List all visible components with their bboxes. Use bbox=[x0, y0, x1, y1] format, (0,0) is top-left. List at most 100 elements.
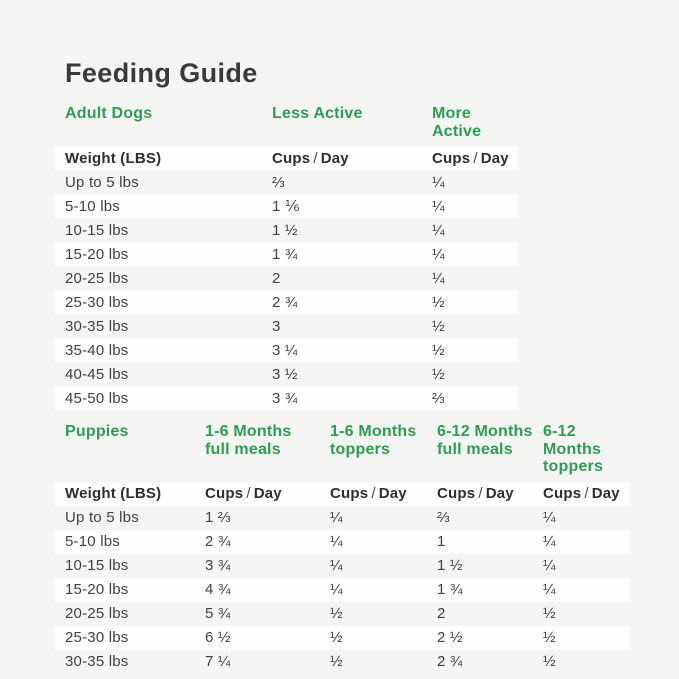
value-cell: 5 ¾ bbox=[205, 605, 231, 622]
cups-label: Cups bbox=[272, 149, 311, 167]
value-cell: 1 ¾ bbox=[437, 581, 463, 598]
value-cell: ½ bbox=[543, 653, 556, 670]
weight-cell: 25-30 lbs bbox=[65, 293, 129, 311]
day-label: Day bbox=[320, 149, 349, 167]
table-row: 5-10 lbs 2 ¾ ¼ 1 ¼ bbox=[55, 529, 630, 554]
value-cell: 1 bbox=[437, 533, 446, 550]
page-title: Feeding Guide bbox=[65, 58, 258, 88]
puppies-section-head: Puppies 1-6 Months full meals 1-6 Months top… bbox=[55, 423, 630, 476]
column-header-line2: toppers bbox=[330, 440, 391, 458]
value-cell: 7 ¼ bbox=[205, 653, 231, 670]
value-cell: ⅔ bbox=[437, 509, 450, 526]
table-row: 30-35 lbs 3 ½ bbox=[55, 314, 518, 338]
value-cell: ¼ bbox=[432, 173, 445, 191]
value-cell: ¼ bbox=[432, 269, 445, 287]
value-cell: ¼ bbox=[432, 245, 445, 263]
column-header-line1: Less Active bbox=[272, 105, 363, 122]
weight-cell: 45-50 lbs bbox=[65, 389, 129, 407]
weight-cell: 10-15 lbs bbox=[65, 221, 129, 239]
table-row: 15-20 lbs 4 ¾ ¼ 1 ¾ ¼ bbox=[55, 577, 630, 602]
value-cell: 2 ¾ bbox=[205, 533, 231, 550]
unit-header-cell: Cups / Day bbox=[437, 485, 543, 502]
day-label: Day bbox=[253, 485, 282, 502]
day-label: Day bbox=[378, 485, 407, 502]
weight-header-cell: Weight (LBS) bbox=[65, 485, 162, 502]
slash: / bbox=[473, 149, 478, 167]
value-cell: 2 bbox=[272, 269, 281, 287]
value-cell: ¼ bbox=[432, 221, 445, 239]
column-header-line1: 6-12 Months bbox=[437, 423, 533, 440]
value-cell: ½ bbox=[543, 605, 556, 622]
column-header: 6-12 Months full meals bbox=[437, 423, 543, 458]
adult-dogs-section: Adult Dogs Less Active More Active Weight (… bbox=[55, 105, 679, 410]
weight-cell: Up to 5 lbs bbox=[65, 173, 139, 191]
value-cell: 1 ⅙ bbox=[272, 198, 300, 215]
column-header-line2: full meals bbox=[205, 440, 281, 458]
value-cell: 3 ¾ bbox=[272, 389, 298, 407]
value-cell: 1 ⅔ bbox=[205, 509, 231, 526]
table-row: 45-50 lbs 3 ¾ ⅔ bbox=[55, 386, 518, 410]
cups-label: Cups bbox=[543, 485, 582, 502]
weight-cell: 20-25 lbs bbox=[65, 269, 129, 287]
value-cell: 3 ¾ bbox=[205, 557, 231, 574]
unit-header-cell: Cups / Day bbox=[272, 150, 432, 167]
table-row: 30-35 lbs 7 ¼ ½ 2 ¾ ½ bbox=[55, 650, 630, 674]
weight-cell: 5-10 lbs bbox=[65, 533, 120, 550]
value-cell: 1 ½ bbox=[272, 221, 298, 239]
weight-cell: 35-40 lbs bbox=[65, 341, 129, 359]
weight-header-cell: Weight (LBS) bbox=[65, 149, 162, 167]
section-label: Adult Dogs bbox=[55, 105, 272, 123]
section-label-text: Adult Dogs bbox=[65, 105, 153, 122]
value-cell: ¼ bbox=[432, 197, 445, 215]
day-label: Day bbox=[480, 149, 509, 167]
column-header: 1-6 Months full meals bbox=[205, 423, 330, 458]
unit-header-cell: Cups / Day bbox=[205, 485, 330, 502]
value-cell: 4 ¾ bbox=[205, 581, 231, 598]
table-header-row: Weight (LBS) Cups / Day Cups / Day Cups / Day Cups… bbox=[55, 481, 630, 506]
column-header-line1: More Active bbox=[432, 105, 482, 140]
value-cell: 1 ½ bbox=[437, 557, 463, 574]
table-row: 25-30 lbs 6 ½ ½ 2 ½ ½ bbox=[55, 625, 630, 650]
table-header-row: Weight (LBS) Cups / Day Cups / Day bbox=[55, 146, 518, 170]
table-row: 40-45 lbs 3 ½ ½ bbox=[55, 362, 518, 386]
value-cell: ¼ bbox=[543, 581, 556, 598]
weight-cell: 40-45 lbs bbox=[65, 365, 129, 383]
column-header: 1-6 Months toppers bbox=[330, 423, 437, 458]
day-label: Day bbox=[591, 485, 620, 502]
table-row: 25-30 lbs 2 ¾ ½ bbox=[55, 290, 518, 314]
slash: / bbox=[584, 485, 589, 502]
table-row: 20-25 lbs 2 ¼ bbox=[55, 266, 518, 290]
unit-header-cell: Cups / Day bbox=[432, 150, 518, 167]
value-cell: 6 ½ bbox=[205, 629, 231, 646]
column-header-line1: 6-12 Months bbox=[543, 423, 602, 458]
cups-label: Cups bbox=[432, 149, 471, 167]
value-cell: 3 bbox=[272, 317, 281, 335]
slash: / bbox=[313, 149, 318, 167]
weight-cell: 15-20 lbs bbox=[65, 245, 129, 263]
value-cell: ¼ bbox=[543, 557, 556, 574]
table-row: 20-25 lbs 5 ¾ ½ 2 ½ bbox=[55, 602, 630, 626]
table-row: 35-40 lbs 3 ¼ ½ bbox=[55, 338, 518, 362]
value-cell: ⅔ bbox=[432, 389, 445, 407]
column-header-line2: full meals bbox=[437, 440, 513, 458]
column-header: Less Active bbox=[272, 105, 432, 123]
weight-cell: 10-15 lbs bbox=[65, 557, 129, 574]
column-header-line1: 1-6 Months bbox=[205, 423, 292, 440]
value-cell: ½ bbox=[330, 629, 343, 646]
value-cell: 2 bbox=[437, 605, 446, 622]
table-row: 5-10 lbs 1 ⅙ ¼ bbox=[55, 194, 518, 218]
column-header: 6-12 Months toppers bbox=[543, 423, 630, 476]
table-row: 10-15 lbs 3 ¾ ¼ 1 ½ ¼ bbox=[55, 554, 630, 578]
value-cell: ½ bbox=[432, 317, 445, 335]
slash: / bbox=[478, 485, 483, 502]
column-header-line2: toppers bbox=[543, 458, 604, 475]
table-rows: Weight (LBS) Cups / Day Cups / Day Up to 5 lbs ⅔… bbox=[55, 146, 679, 410]
value-cell: 3 ¼ bbox=[272, 341, 298, 359]
weight-cell: 15-20 lbs bbox=[65, 581, 129, 598]
value-cell: 2 ¾ bbox=[437, 653, 463, 670]
cups-label: Cups bbox=[330, 485, 369, 502]
value-cell: ½ bbox=[330, 653, 343, 670]
column-header: More Active bbox=[432, 105, 518, 140]
value-cell: ¼ bbox=[330, 509, 343, 526]
